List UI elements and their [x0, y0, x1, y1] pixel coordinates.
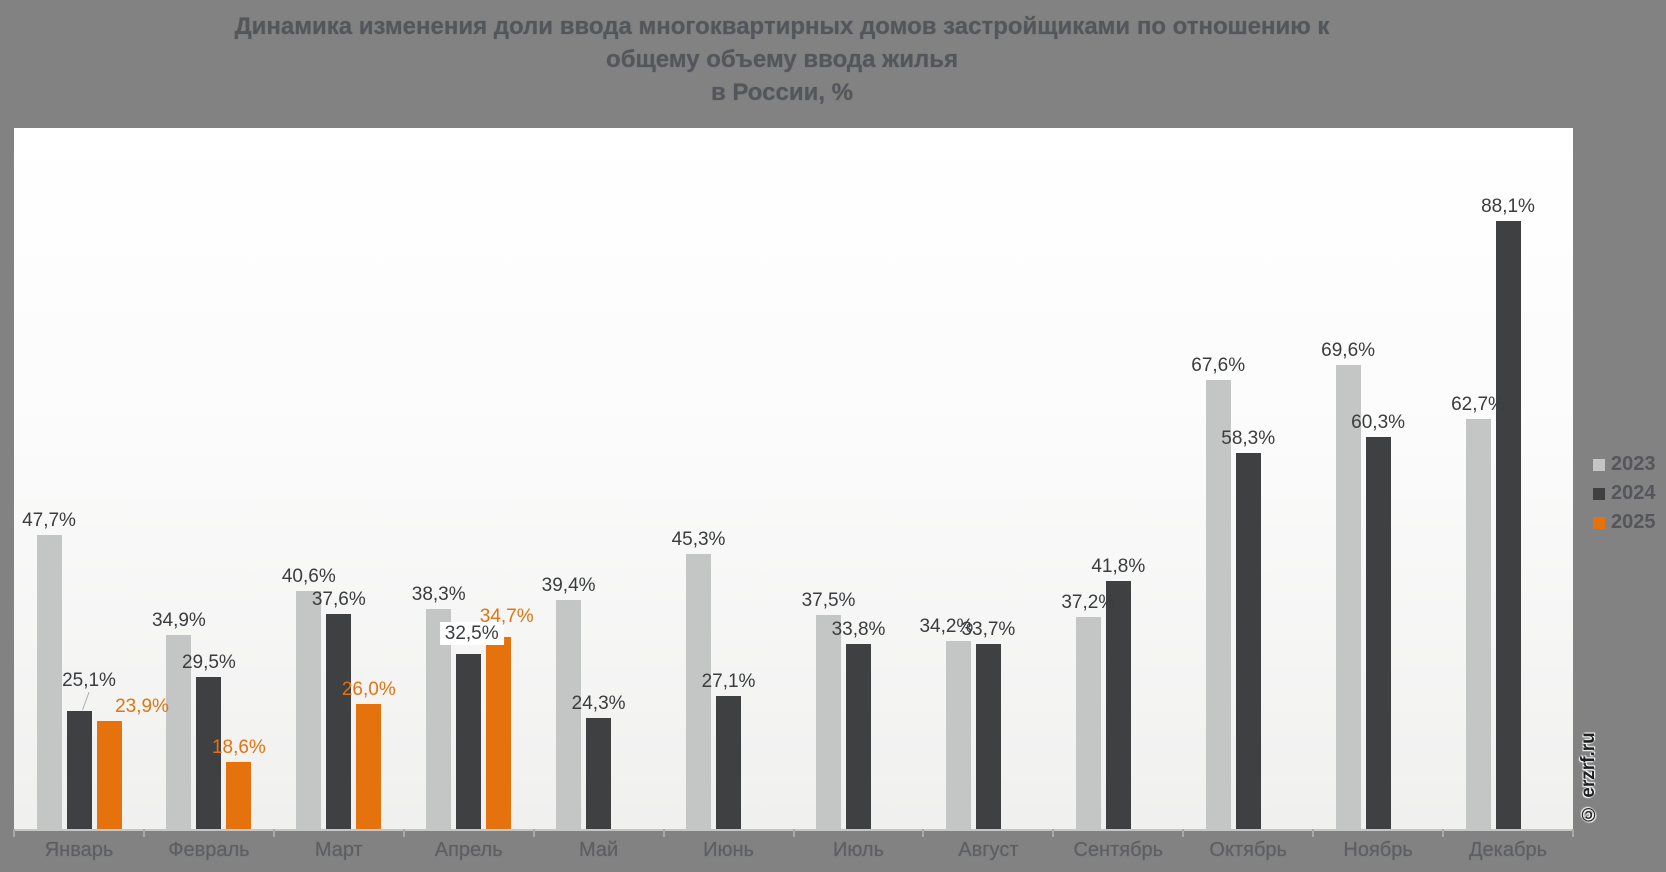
bar-2024: [586, 717, 612, 829]
axis-tick: [1052, 829, 1055, 837]
label-leader-line: [82, 692, 90, 711]
bar-value-label: 33,8%: [831, 618, 886, 640]
bar-2023: [945, 640, 971, 829]
bar-value-label: 67,6%: [1191, 355, 1246, 377]
bar-2023: [1335, 364, 1361, 829]
bar-2024: [66, 711, 92, 829]
bar-value-label: 37,5%: [801, 589, 856, 611]
bar-value-label: 23,9%: [115, 695, 169, 717]
bar-2023: [556, 600, 582, 829]
axis-tick: [13, 829, 15, 837]
axis-tick: [532, 829, 535, 837]
legend-label: 2024: [1611, 482, 1656, 504]
bar-2024: [1365, 437, 1391, 829]
bar-value-label: 88,1%: [1481, 195, 1535, 217]
chart-title-line-3: в России, %: [710, 79, 854, 106]
bar-value-label: 62,7%: [1451, 393, 1505, 415]
x-axis-label: Июль: [832, 839, 885, 861]
bar-value-label: 26,0%: [341, 679, 396, 701]
bar-2023: [36, 535, 62, 829]
bar-2025: [486, 636, 512, 829]
bar-value-label: 34,2%: [919, 615, 974, 637]
watermark: © erzrf.ru: [1578, 732, 1599, 824]
bar-2023: [1205, 380, 1231, 829]
bar-value-label: 34,9%: [151, 610, 206, 632]
legend-swatch: [1593, 487, 1605, 500]
axis-tick: [662, 829, 665, 837]
bar-2025: [356, 704, 382, 829]
legend-item-2025: 2025: [1593, 508, 1656, 537]
chart-title: Динамика изменения доли ввода многокварт…: [0, 10, 1564, 109]
x-axis-label: Сентябрь: [1073, 839, 1164, 861]
bar-2023: [1075, 617, 1101, 829]
bar-value-label: 37,6%: [311, 589, 366, 610]
bar-2024: [716, 695, 741, 829]
bar-2024: [846, 643, 871, 829]
bar-2023: [296, 590, 322, 829]
bar-value-label: 27,1%: [701, 670, 756, 692]
bar-2024: [1495, 220, 1521, 829]
x-axis-label: Июнь: [703, 839, 754, 861]
bar-2024: [196, 677, 222, 829]
bar-2023: [816, 614, 841, 829]
bar-value-label: 18,6%: [211, 737, 266, 758]
legend-item-2024: 2024: [1593, 479, 1656, 508]
bar-2023: [426, 608, 452, 829]
bar-value-label: 24,3%: [571, 692, 626, 714]
bar-value-label: 39,4%: [541, 575, 596, 596]
bar-value-label: 29,5%: [181, 652, 236, 674]
bar-2024: [456, 653, 482, 829]
bar-value-label: 47,7%: [22, 510, 76, 532]
chart-title-line-2: общему объему ввода жилья: [606, 46, 958, 73]
bar-2023: [166, 635, 192, 829]
x-axis-label: Май: [579, 839, 619, 861]
bar-value-label: 58,3%: [1221, 427, 1276, 449]
x-axis-label: Февраль: [168, 839, 250, 861]
legend-swatch: [1593, 516, 1605, 529]
x-axis-label: Ноябрь: [1343, 839, 1413, 861]
legend-label: 2025: [1611, 511, 1656, 533]
bar-value-label: 32,5%: [439, 621, 504, 645]
axis-tick: [1312, 829, 1315, 837]
bar-2024: [1105, 581, 1131, 829]
bar-value-label: 40,6%: [281, 565, 336, 587]
x-axis-label: Январь: [44, 839, 114, 861]
x-axis-label: Декабрь: [1469, 839, 1547, 861]
legend-swatch: [1593, 458, 1605, 471]
axis-tick: [272, 829, 275, 837]
x-axis-label: Август: [958, 839, 1019, 861]
axis-tick: [1572, 829, 1574, 837]
bar-2024: [326, 614, 352, 829]
bar-2023: [686, 554, 711, 829]
bar-value-label: 41,8%: [1091, 556, 1146, 578]
axis-tick: [402, 829, 405, 837]
bar-2025: [226, 762, 252, 829]
bar-value-label: 60,3%: [1351, 412, 1406, 434]
bar-value-label: 25,1%: [62, 670, 116, 692]
legend: 2023 2024 2025: [1593, 450, 1656, 537]
axis-tick: [792, 829, 795, 837]
bar-value-label: 69,6%: [1321, 339, 1376, 361]
axis-tick: [142, 829, 145, 837]
x-axis-label: Март: [314, 839, 363, 861]
bar-2023: [1465, 418, 1491, 829]
chart-title-line-1: Динамика изменения доли ввода многокварт…: [234, 13, 1330, 40]
axis-tick: [1442, 829, 1445, 837]
axis-tick: [922, 829, 925, 837]
bar-value-label: 37,2%: [1061, 592, 1116, 614]
bar-2024: [1235, 452, 1261, 829]
bar-2024: [975, 644, 1001, 829]
legend-label: 2023: [1611, 453, 1656, 475]
bar-2025: [96, 720, 122, 829]
plot-area: 47,7% 25,1% 23,9% 34,9% 29,5% 18,6% 40,6% 37,6%…: [14, 128, 1573, 829]
bar-value-label: 45,3%: [671, 529, 726, 551]
x-axis-label: Октябрь: [1209, 839, 1287, 861]
legend-item-2023: 2023: [1593, 450, 1656, 479]
axis-tick: [1182, 829, 1185, 837]
bar-value-label: 33,7%: [961, 619, 1016, 641]
bar-value-label: 38,3%: [411, 583, 466, 605]
x-axis-label: Апрель: [434, 839, 503, 861]
bar-value-label: 34,7%: [479, 605, 534, 627]
